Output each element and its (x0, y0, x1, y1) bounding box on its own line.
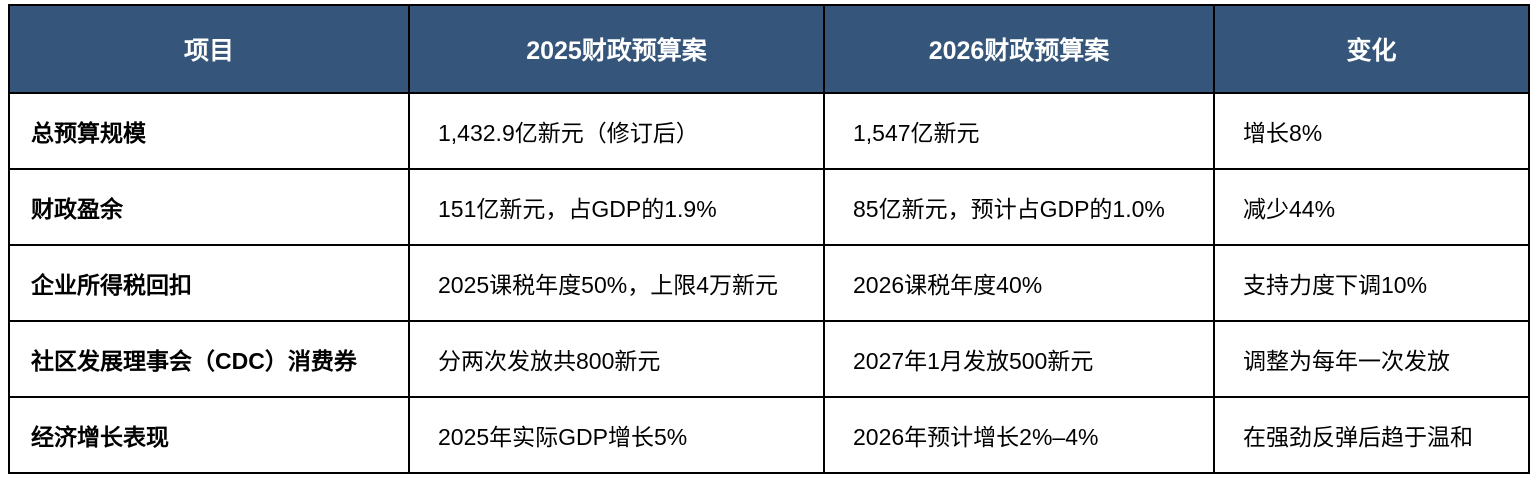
table-row-total-budget: 总预算规模 1,432.9亿新元（修订后） 1,547亿新元 增长8% (8, 92, 1530, 170)
cell-2025-value: 2025年实际GDP增长5% (408, 396, 825, 474)
cell-change-value: 在强劲反弹后趋于温和 (1213, 396, 1530, 474)
cell-2025-value: 1,432.9亿新元（修订后） (408, 92, 825, 170)
cell-item: 财政盈余 (8, 168, 410, 246)
budget-comparison-table: 项目 2025财政预算案 2026财政预算案 变化 总预算规模 1,432.9亿… (8, 4, 1530, 474)
cell-change-value: 增长8% (1213, 92, 1530, 170)
cell-2026-value: 2026课税年度40% (823, 244, 1215, 322)
cell-2026-value: 1,547亿新元 (823, 92, 1215, 170)
cell-2026-value: 2026年预计增长2%–4% (823, 396, 1215, 474)
table-row-fiscal-surplus: 财政盈余 151亿新元，占GDP的1.9% 85亿新元，预计占GDP的1.0% … (8, 168, 1530, 246)
header-item: 项目 (8, 4, 410, 94)
cell-2025-value: 151亿新元，占GDP的1.9% (408, 168, 825, 246)
table-row-corporate-tax-rebate: 企业所得税回扣 2025课税年度50%，上限4万新元 2026课税年度40% 支… (8, 244, 1530, 322)
cell-item: 经济增长表现 (8, 396, 410, 474)
table-row-cdc-vouchers: 社区发展理事会（CDC）消费券 分两次发放共800新元 2027年1月发放500… (8, 320, 1530, 398)
cell-2025-value: 2025课税年度50%，上限4万新元 (408, 244, 825, 322)
header-budget-2026: 2026财政预算案 (823, 4, 1215, 94)
cell-item: 总预算规模 (8, 92, 410, 170)
cell-2026-value: 2027年1月发放500新元 (823, 320, 1215, 398)
cell-item: 企业所得税回扣 (8, 244, 410, 322)
header-change: 变化 (1213, 4, 1530, 94)
header-budget-2025: 2025财政预算案 (408, 4, 825, 94)
table-row-economic-growth: 经济增长表现 2025年实际GDP增长5% 2026年预计增长2%–4% 在强劲… (8, 396, 1530, 474)
cell-change-value: 支持力度下调10% (1213, 244, 1530, 322)
cell-item: 社区发展理事会（CDC）消费券 (8, 320, 410, 398)
header-row: 项目 2025财政预算案 2026财政预算案 变化 (8, 4, 1530, 94)
cell-2025-value: 分两次发放共800新元 (408, 320, 825, 398)
cell-2026-value: 85亿新元，预计占GDP的1.0% (823, 168, 1215, 246)
cell-change-value: 调整为每年一次发放 (1213, 320, 1530, 398)
cell-change-value: 减少44% (1213, 168, 1530, 246)
